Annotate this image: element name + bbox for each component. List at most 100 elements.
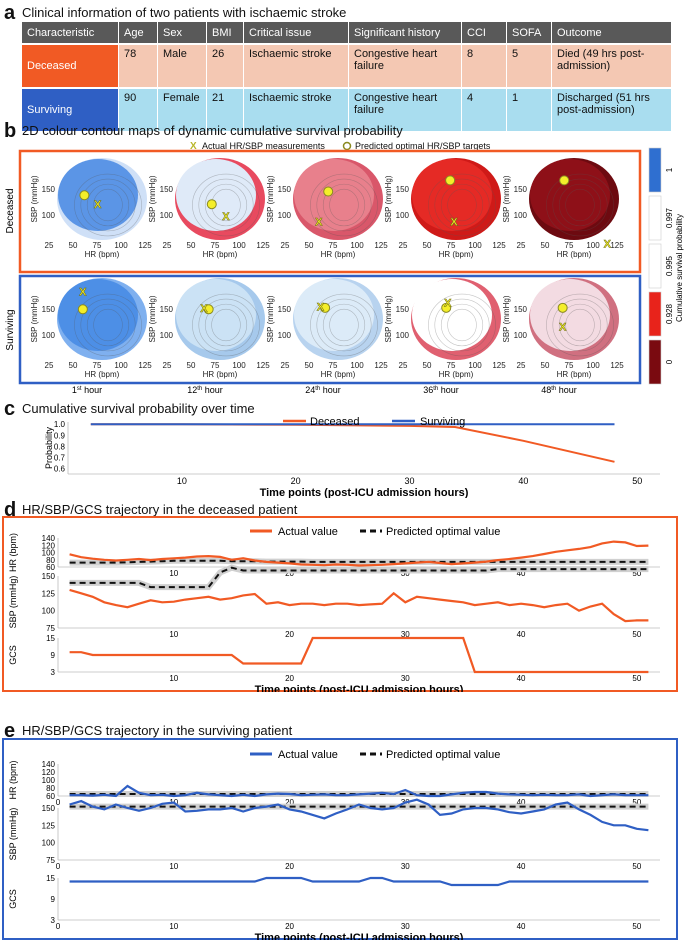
deceased-trajectory-chart: Actual value Predicted optimal value60801… <box>8 526 660 692</box>
contour-line <box>565 188 595 222</box>
x-tick-label: 125 <box>610 241 624 250</box>
y-tick-label: 0.9 <box>54 431 66 440</box>
predicted-target-dot <box>441 302 452 313</box>
y-tick-label: 60 <box>46 563 55 572</box>
section-e-letter: e <box>4 720 16 742</box>
x-axis-label: HR (bpm) <box>557 370 592 379</box>
contour-map-surviving-2: X <box>175 278 265 360</box>
y-tick-label: 100 <box>278 211 292 220</box>
contour-map-deceased-5: X <box>529 158 619 251</box>
x-tick-label: 10 <box>177 476 187 486</box>
x-tick-label: 40 <box>517 630 526 639</box>
contour-line <box>204 303 248 347</box>
contour-line <box>558 303 602 347</box>
contour-line <box>80 178 136 232</box>
table-cell: Deceased <box>22 43 119 88</box>
table-header: Age <box>118 22 158 44</box>
y-tick-label: 0.6 <box>54 464 66 473</box>
contour-map-surviving-5: X <box>529 278 619 360</box>
y-tick-label: 1.0 <box>54 420 66 429</box>
table-header: CCI <box>461 22 507 44</box>
section-c-title: Cumulative survival probability over tim… <box>22 401 255 416</box>
table-row-surviving: Surviving 90 Female 21 Ischaemic stroke … <box>22 87 672 131</box>
x-tick-label: 10 <box>169 630 178 639</box>
contour-line <box>428 173 496 237</box>
surviving-trajectory-frame <box>2 738 678 940</box>
x-tick-label: 125 <box>256 361 270 370</box>
x-tick-label: 0 <box>56 922 61 931</box>
predicted-band <box>69 564 649 591</box>
colorbar-segment <box>648 147 662 193</box>
map-fill <box>176 159 256 231</box>
table-row-deceased: Deceased 78 Male 26 Ischaemic stroke Con… <box>22 43 672 88</box>
table-cell: Ischaemic stroke <box>243 43 349 88</box>
legend-label: Deceased <box>310 416 360 428</box>
x-tick-label: 10 <box>169 569 178 578</box>
contour-line <box>204 183 248 227</box>
colorbar-label: 0.928 <box>665 303 674 324</box>
y-tick-label: 150 <box>396 305 410 314</box>
table-cell: Discharged (51 hrs post-admission) <box>551 87 672 131</box>
y-tick-label: 150 <box>160 185 174 194</box>
map-fill <box>294 279 374 351</box>
predicted-target-dot <box>203 304 214 315</box>
x-tick-label: 50 <box>541 241 550 250</box>
actual-line <box>69 784 649 798</box>
y-tick-label: 100 <box>514 211 528 220</box>
y-axis-label: HR (bpm) <box>8 533 18 572</box>
y-tick-label: 125 <box>42 821 56 830</box>
x-tick-label: 10 <box>169 922 178 931</box>
y-tick-label: 100 <box>42 839 56 848</box>
colorbar-segment <box>648 339 662 385</box>
surviving-trajectory-chart: Actual value Predicted optimal value60801… <box>8 749 660 940</box>
x-tick-label: 50 <box>187 241 196 250</box>
colorbar-label: 0.997 <box>665 207 674 228</box>
x-tick-label: 100 <box>468 361 482 370</box>
y-axis-label: SBP (mmHg) <box>266 175 275 222</box>
predicted-target-dot <box>79 190 90 201</box>
y-axis-label: SBP (mmHg) <box>502 175 511 222</box>
legend-actual-label: Actual HR/SBP measurements <box>202 141 325 151</box>
x-axis-label: HR (bpm) <box>439 250 474 259</box>
actual-measurement-x: X <box>79 286 87 298</box>
section-c-letter: c <box>4 398 16 420</box>
x-tick-label: 40 <box>517 674 526 683</box>
y-tick-label: 100 <box>42 607 56 616</box>
section-a-letter: a <box>4 2 16 24</box>
predicted-target-dot <box>206 199 217 210</box>
y-axis-label: SBP (mmHg) <box>148 175 157 222</box>
colorbar-segment <box>648 195 662 241</box>
contour-map-deceased-2: X <box>175 158 265 240</box>
x-tick-label: 75 <box>93 361 102 370</box>
table-header: Characteristic <box>22 22 119 44</box>
x-tick-label: 50 <box>632 922 641 931</box>
y-tick-label: 100 <box>42 549 56 558</box>
table-cell: Congestive heart failure <box>348 87 462 131</box>
y-tick-label: 100 <box>278 331 292 340</box>
x-tick-label: 75 <box>93 241 102 250</box>
actual-measurement-x: X <box>200 303 208 315</box>
x-tick-label: 50 <box>305 241 314 250</box>
contour-line <box>198 178 254 232</box>
y-tick-label: 150 <box>514 305 528 314</box>
map-fill <box>412 159 492 231</box>
actual-measurement-x: X <box>94 199 102 211</box>
x-tick-label: 75 <box>565 241 574 250</box>
y-tick-label: 150 <box>396 185 410 194</box>
actual-line <box>69 798 649 832</box>
x-tick-label: 25 <box>517 361 526 370</box>
actual-measurement-x: X <box>604 239 612 251</box>
contour-line <box>447 188 477 222</box>
deceased-trajectory-frame <box>2 516 678 692</box>
actual-measurement-x: X <box>222 211 230 223</box>
y-axis-label: SBP (mmHg) <box>384 175 393 222</box>
contour-map-figure: X Actual HR/SBP measurements Predicted opt… <box>5 141 684 395</box>
map-fill <box>176 279 256 351</box>
section-b-letter: b <box>4 120 17 142</box>
time-label: 48th hour <box>541 385 577 395</box>
y-tick-label: 3 <box>51 916 56 925</box>
x-tick-label: 30 <box>401 922 410 931</box>
map-fill <box>58 159 138 231</box>
x-tick-label: 75 <box>211 241 220 250</box>
y-tick-label: 125 <box>42 589 56 598</box>
